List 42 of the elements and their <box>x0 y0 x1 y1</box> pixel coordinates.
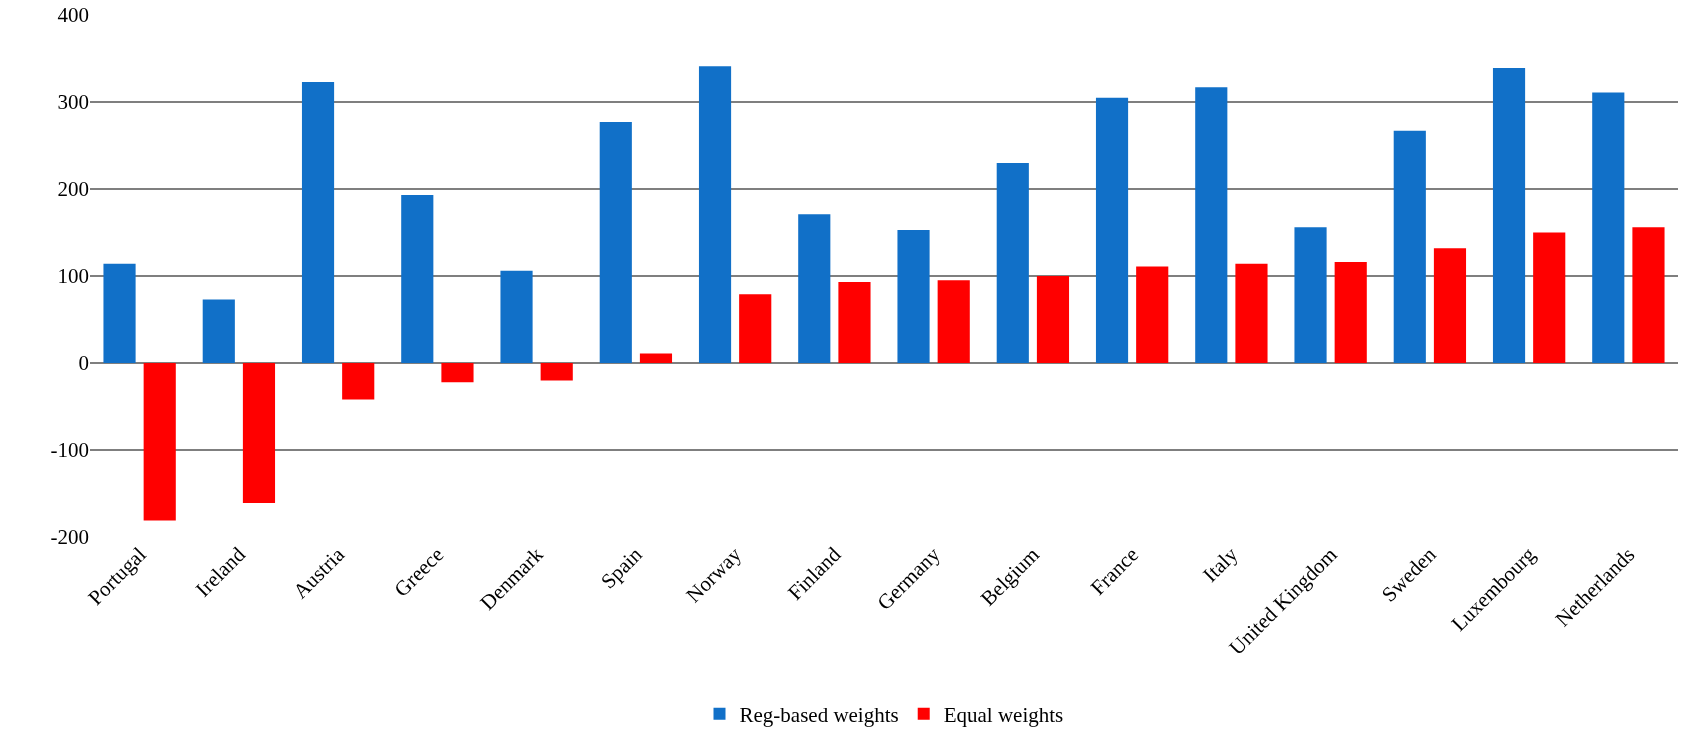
y-tick-label: 100 <box>57 264 89 289</box>
bar <box>1492 68 1526 363</box>
y-tick-label: 300 <box>57 90 89 115</box>
bar <box>1235 263 1268 363</box>
bar <box>342 363 375 400</box>
bar <box>996 162 1029 363</box>
bar <box>301 81 335 363</box>
y-tick-label: 400 <box>57 3 89 28</box>
bar <box>838 282 871 363</box>
bar <box>500 270 533 363</box>
bar <box>937 280 970 363</box>
bar <box>639 353 673 363</box>
bar <box>1334 262 1367 363</box>
bar <box>897 229 930 363</box>
bar <box>1036 276 1070 363</box>
y-tick-label: 0 <box>78 351 89 376</box>
bar <box>441 363 474 383</box>
bar <box>401 195 434 363</box>
legend-label: Reg-based weights <box>739 702 899 727</box>
bar <box>1294 227 1327 363</box>
bar <box>1433 248 1467 363</box>
bar <box>698 66 732 363</box>
bar <box>1393 130 1426 363</box>
bar <box>103 263 136 363</box>
bar <box>739 294 772 363</box>
bar <box>242 363 276 504</box>
bar <box>1632 227 1665 363</box>
bar <box>540 363 573 381</box>
bar <box>1592 92 1625 363</box>
bar <box>599 122 632 363</box>
y-tick-label: -200 <box>50 525 89 550</box>
y-tick-label: 200 <box>57 177 89 202</box>
bar <box>1195 87 1228 363</box>
bar <box>1095 97 1129 363</box>
bar <box>798 214 831 363</box>
bar <box>202 299 235 363</box>
bar <box>143 363 176 521</box>
legend-label: Equal weights <box>943 702 1064 727</box>
bar <box>1136 266 1169 363</box>
y-tick-label: -100 <box>50 438 89 463</box>
x-tick-label: Italy <box>1198 542 1243 587</box>
bar <box>1533 232 1566 363</box>
